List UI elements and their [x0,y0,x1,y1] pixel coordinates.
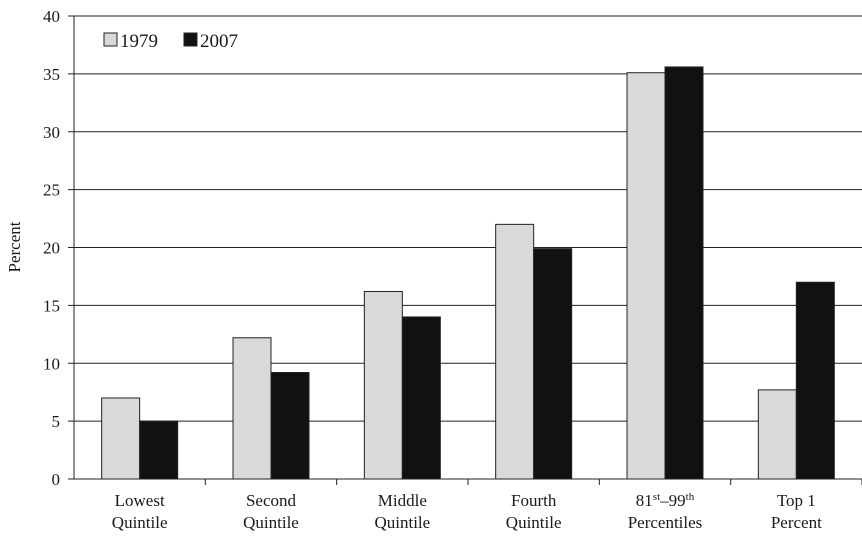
y-tick-label: 10 [43,354,60,373]
y-tick-label: 25 [43,181,60,200]
x-category-label: Fourth [511,491,557,510]
label-part: 81 [636,491,653,510]
x-category-label: Top 1 [777,491,816,510]
x-category-label: Percentiles [628,513,703,532]
x-category-label: Quintile [243,513,299,532]
bar-1979 [101,397,141,480]
x-category-label: Lowest [115,491,165,510]
legend-label: 1979 [120,31,158,52]
y-tick-label: 20 [43,239,60,258]
y-axis-title: Percent [5,221,24,272]
y-tick-labels: 0 5 10 15 20 25 30 35 40 [43,7,60,489]
gridlines [68,15,862,480]
y-tick-label: 15 [43,296,60,315]
superscript: st [653,491,660,503]
label-part: Quintile [506,513,562,532]
label-part: Lowest [115,491,165,510]
label-part: Percent [771,513,822,532]
bar-1979 [232,337,272,480]
label-part: –99 [659,491,686,510]
x-category-label: Quintile [506,513,562,532]
bar-2007 [533,248,573,480]
bar-2007 [795,281,835,480]
label-part: Percentiles [628,513,703,532]
y-tick-label: 40 [43,7,60,26]
x-category-label: Quintile [374,513,430,532]
x-category-label: 81st–99th [636,491,695,510]
label-part: Top 1 [777,491,816,510]
label-part: Middle [378,491,427,510]
x-category-label: Quintile [112,513,168,532]
legend-swatch-1979 [103,32,118,47]
bar-2007 [664,66,704,480]
bar-1979 [626,72,666,480]
x-category-label: Second [246,491,297,510]
legend-label: 2007 [200,31,238,52]
y-tick-label: 35 [43,65,60,84]
bar-2007 [270,372,310,480]
label-part: Quintile [112,513,168,532]
legend: 1979 2007 [103,31,238,52]
label-part: Quintile [243,513,299,532]
bar-2007 [401,316,441,480]
y-tick-label: 5 [52,412,61,431]
superscript: th [686,491,695,503]
x-category-label: Percent [771,513,822,532]
bar-2007 [139,420,179,480]
label-part: Quintile [374,513,430,532]
x-category-labels: Lowest Quintile Second Quintile Middle Quinti… [112,491,822,532]
x-category-label: Middle [378,491,427,510]
y-tick-label: 30 [43,123,60,142]
legend-swatch-2007 [183,32,198,47]
label-part: Second [246,491,297,510]
label-part: Fourth [511,491,557,510]
axes [73,16,862,485]
bar-1979 [495,223,535,480]
y-tick-label: 0 [52,470,61,489]
bar-1979 [757,389,797,480]
bar-1979 [363,290,403,480]
bars [101,66,835,480]
